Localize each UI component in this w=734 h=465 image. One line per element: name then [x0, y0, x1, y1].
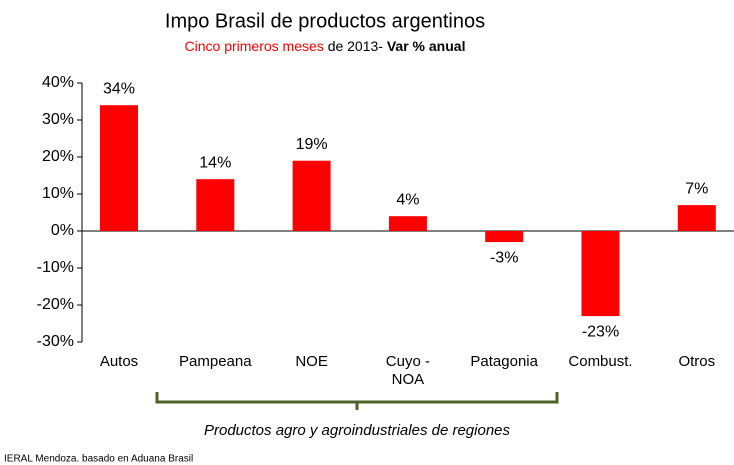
y-tick-label: -30% [37, 333, 74, 350]
y-tick-label: 30% [42, 111, 74, 128]
bar [100, 105, 138, 231]
x-tick-label-line: Cuyo - [386, 353, 430, 370]
bar [388, 216, 427, 231]
value-label: 19% [296, 136, 328, 153]
bar [677, 205, 716, 231]
bar [485, 231, 524, 243]
value-label: 7% [685, 180, 708, 197]
subtitle-part: de 2013- [328, 38, 384, 54]
y-tick-label: -10% [37, 259, 74, 276]
bracket [155, 392, 559, 410]
chart-subtitle: Cinco primeros meses de 2013- Var % anua… [185, 38, 466, 54]
value-label: -23% [582, 323, 619, 340]
value-label: 14% [199, 154, 231, 171]
subtitle-part: Var % anual [387, 38, 466, 54]
source-note: IERAL Mendoza. basado en Aduana Brasil [4, 454, 193, 465]
y-tick-label: 40% [42, 74, 74, 91]
subtitle-part: Cinco primeros meses [185, 38, 324, 54]
x-tick-label: Autos [100, 353, 138, 370]
value-label: -3% [490, 249, 518, 266]
x-tick-label: Otros [678, 353, 715, 370]
value-label: 4% [396, 191, 419, 208]
x-tick-label: Cuyo -NOA [386, 353, 430, 388]
chart-title: Impo Brasil de productos argentinos [165, 10, 485, 32]
x-tick-label: Pampeana [179, 353, 252, 370]
annotation: Productos agro y agroindustriales de reg… [204, 422, 511, 439]
bar [196, 179, 235, 231]
y-tick-label: -20% [37, 296, 74, 313]
bar [292, 160, 331, 231]
x-tick-label: Patagonia [470, 353, 538, 370]
y-tick-label: 0% [51, 222, 74, 239]
value-label: 34% [103, 80, 135, 97]
bar [581, 231, 620, 317]
x-tick-label-line: NOA [392, 371, 425, 388]
y-tick-label: 10% [42, 185, 74, 202]
x-tick-label: Combust. [568, 353, 632, 370]
x-tick-label: NOE [295, 353, 328, 370]
y-tick-label: 20% [42, 148, 74, 165]
